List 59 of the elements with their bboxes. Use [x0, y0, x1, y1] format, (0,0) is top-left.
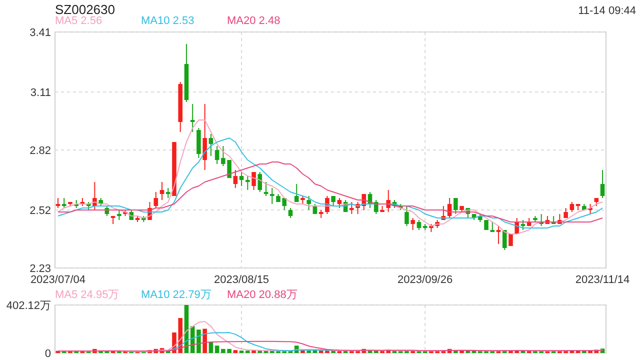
- text: MA5 24.95万: [55, 289, 120, 301]
- bar: [214, 346, 220, 353]
- y-tick-label: 0: [44, 348, 51, 360]
- candlestick: [154, 192, 158, 208]
- candlestick: [160, 182, 164, 200]
- candlestick: [233, 170, 238, 188]
- candlestick: [294, 184, 299, 202]
- candlestick: [496, 226, 501, 244]
- candlestick: [570, 202, 574, 212]
- bar: [202, 328, 207, 353]
- candlestick: [264, 182, 268, 196]
- x-tick-label: 2023/09/26: [398, 274, 453, 286]
- text: MA10 22.79万: [141, 289, 212, 301]
- candlestick: [117, 210, 122, 220]
- candlestick: [416, 220, 422, 230]
- x-tick-label: 2023/11/14: [575, 274, 630, 286]
- candlestick: [56, 198, 60, 208]
- candlestick: [196, 128, 201, 158]
- candlestick: [214, 146, 220, 164]
- candlestick: [374, 200, 378, 214]
- x-tick-label: 2023/08/15: [214, 274, 270, 286]
- candlestick: [502, 230, 507, 250]
- candlestick: [208, 134, 214, 156]
- line-series: [57, 340, 604, 352]
- y-tick-label: 2.52: [30, 204, 51, 217]
- candlestick: [386, 190, 391, 212]
- line-series: [168, 332, 334, 352]
- candlestick: [190, 104, 195, 132]
- candlestick: [246, 176, 250, 190]
- y-tick-label: 3.41: [30, 26, 51, 39]
- candlestick: [520, 220, 526, 230]
- text: MA20 20.88万: [227, 289, 298, 301]
- candlestick: [600, 170, 605, 198]
- bar: [196, 330, 201, 353]
- candlestick: [270, 188, 274, 204]
- y-tick-label: 3.11: [30, 86, 51, 99]
- y-tick-label: 2.82: [30, 144, 51, 157]
- x-tick-label: 2023/07/04: [30, 274, 86, 286]
- text: 11-14 09:44: [578, 5, 636, 17]
- candlestick: [202, 104, 207, 170]
- text: MA20 2.48: [227, 15, 280, 27]
- candlestick: [258, 172, 262, 192]
- candlestick: [306, 196, 311, 210]
- y-tick-label: 402.12万: [6, 300, 51, 312]
- candlestick: [410, 218, 415, 230]
- text: MA10 2.53: [141, 15, 194, 27]
- candlestick: [288, 208, 293, 218]
- y-tick-label: 2.23: [30, 262, 51, 275]
- bar: [233, 350, 238, 353]
- candlestick: [350, 202, 354, 214]
- text: MA5 2.56: [55, 15, 102, 27]
- candlestick: [166, 188, 170, 198]
- chart-title: SZ002630: [55, 2, 115, 17]
- candlestick: [331, 196, 336, 206]
- candlestick: [62, 198, 66, 208]
- candlestick: [337, 198, 342, 208]
- candlestick: [454, 198, 458, 214]
- candlestick: [252, 172, 256, 190]
- candlestick: [404, 206, 409, 226]
